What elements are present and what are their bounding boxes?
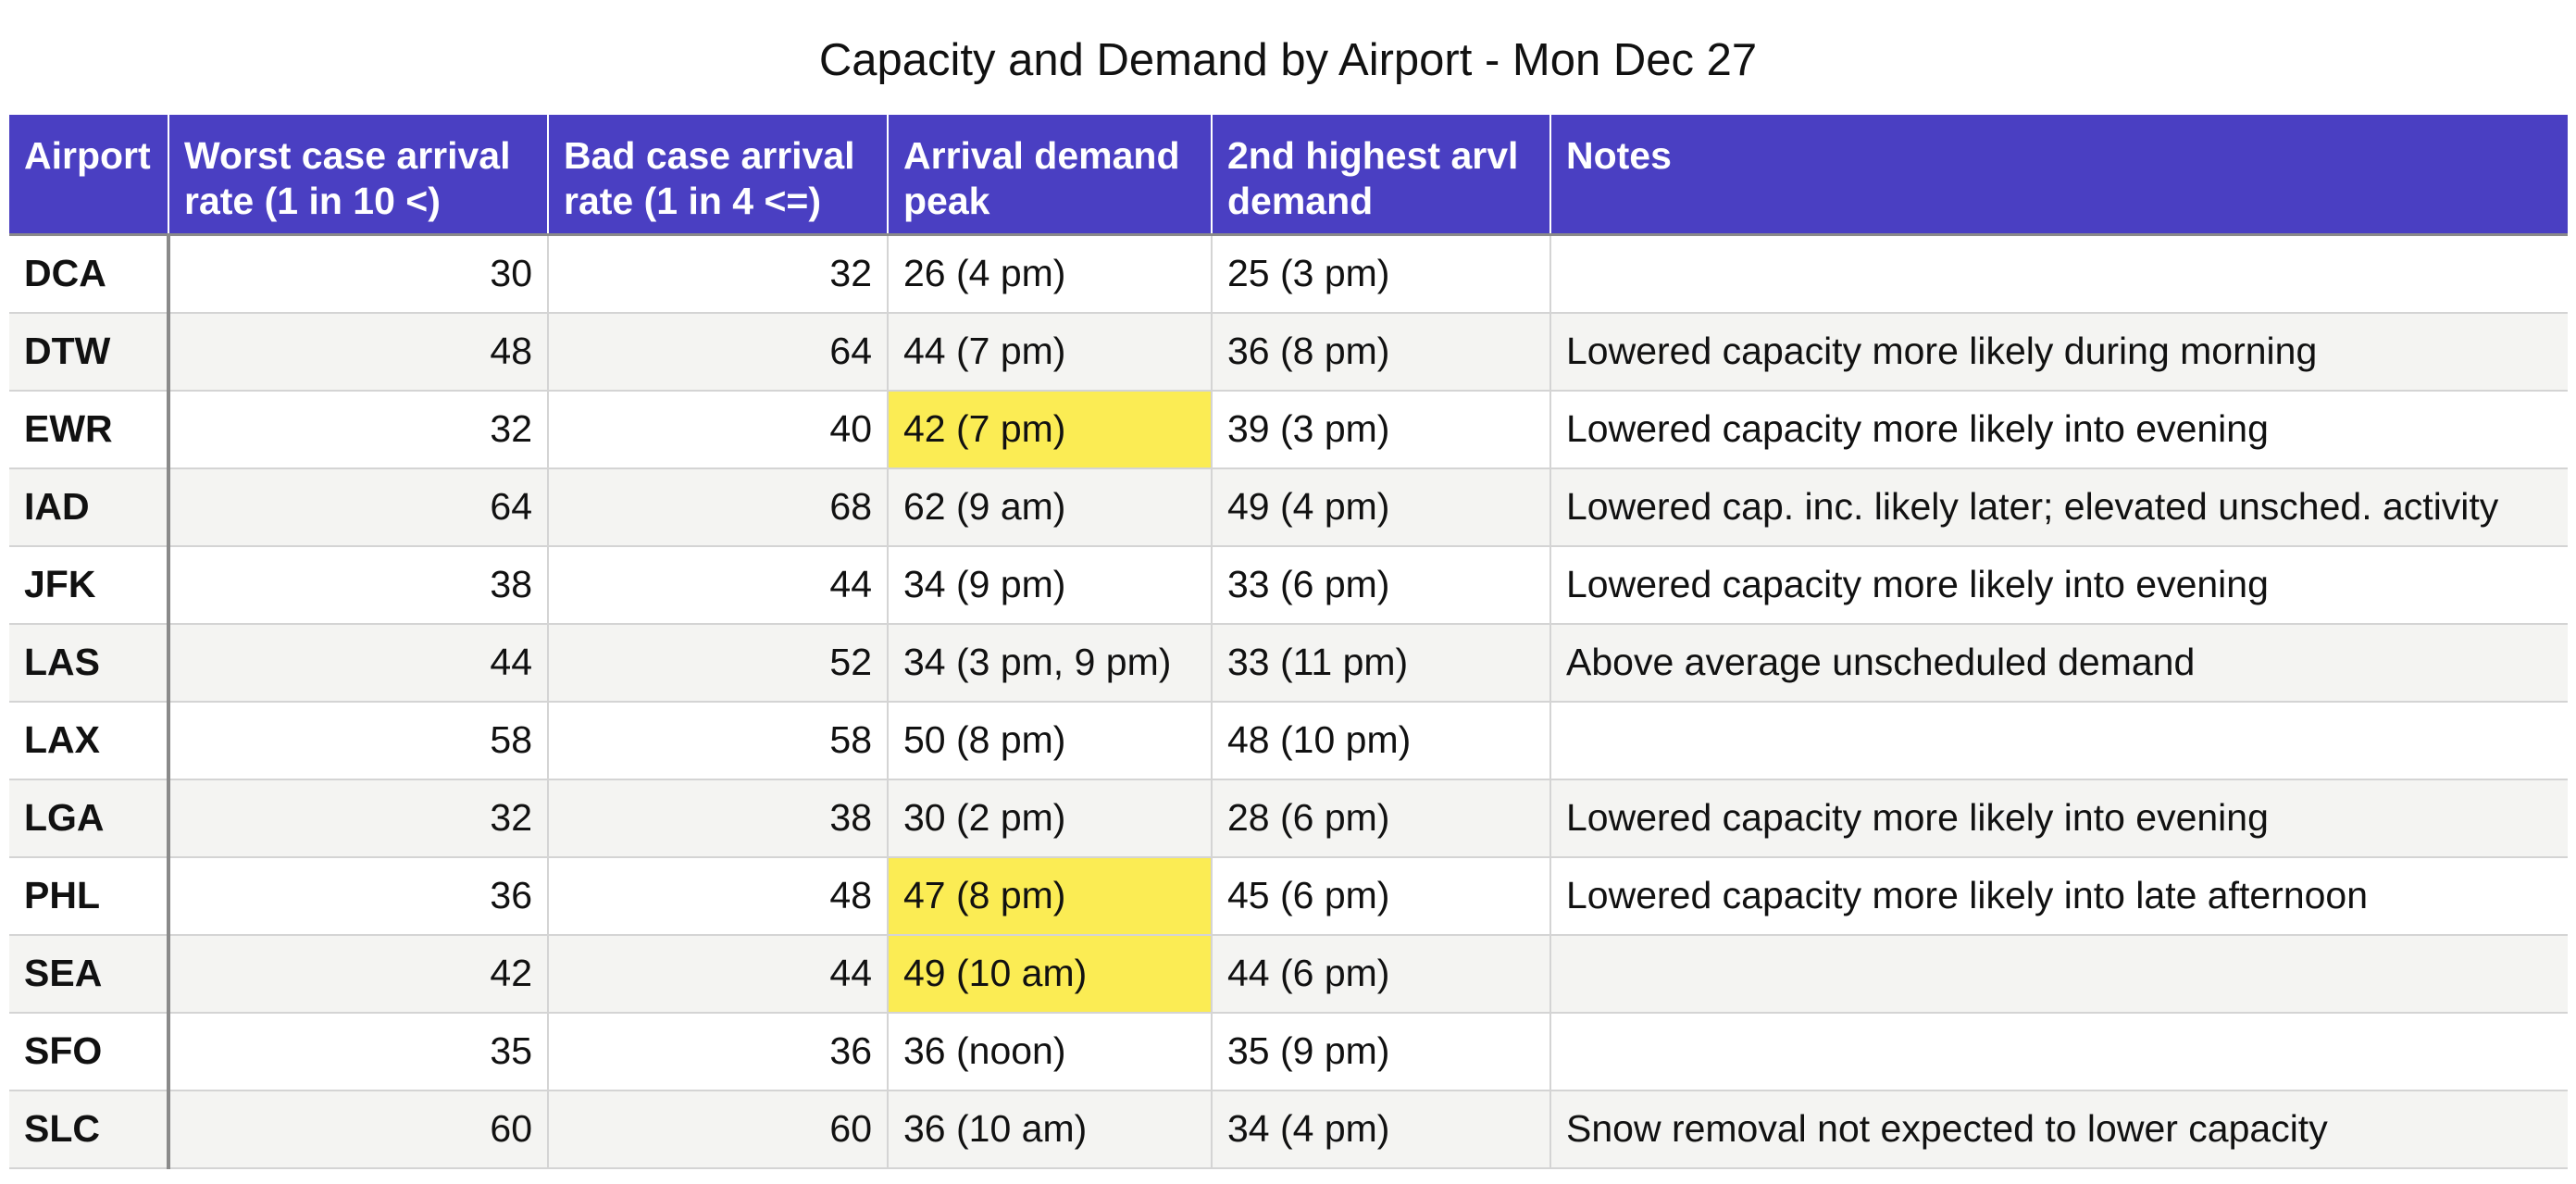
header-bad-case-rate: Bad case arrival rate (1 in 4 <=) (548, 115, 889, 236)
notes-cell: Lowered capacity more likely during morn… (1550, 312, 2568, 392)
notes-cell: Lowered capacity more likely into late a… (1550, 856, 2568, 936)
airport-cell: IAD (9, 467, 170, 547)
worst-case-rate-cell: 44 (168, 623, 549, 703)
notes-cell (1550, 701, 2568, 780)
notes-cell (1550, 934, 2568, 1014)
bad-case-rate-cell: 52 (548, 623, 889, 703)
second-highest-demand-cell: 36 (8 pm) (1212, 312, 1551, 392)
table-row: JFK 38 44 34 (9 pm) 33 (6 pm) Lowered capacit… (9, 545, 2568, 625)
table-row: SFO 35 36 36 (noon) 35 (9 pm) (9, 1012, 2568, 1091)
second-highest-demand-cell: 45 (6 pm) (1212, 856, 1551, 936)
second-highest-demand-cell: 48 (10 pm) (1212, 701, 1551, 780)
arrival-demand-peak-cell: 30 (2 pm) (888, 779, 1213, 858)
notes-cell: Lowered capacity more likely into evenin… (1550, 545, 2568, 625)
notes-cell (1550, 1012, 2568, 1091)
second-highest-demand-cell: 25 (3 pm) (1212, 234, 1551, 314)
arrival-demand-peak-cell: 26 (4 pm) (888, 234, 1213, 314)
airport-cell: SLC (9, 1090, 170, 1169)
airport-cell: PHL (9, 856, 170, 936)
airport-cell: LGA (9, 779, 170, 858)
worst-case-rate-cell: 38 (168, 545, 549, 625)
table-row: LGA 32 38 30 (2 pm) 28 (6 pm) Lowered capacit… (9, 779, 2568, 858)
worst-case-rate-cell: 42 (168, 934, 549, 1014)
arrival-demand-peak-cell: 49 (10 am) (888, 934, 1213, 1014)
second-highest-demand-cell: 28 (6 pm) (1212, 779, 1551, 858)
header-worst-case-rate: Worst case arrival rate (1 in 10 <) (168, 115, 549, 236)
table-row: LAX 58 58 50 (8 pm) 48 (10 pm) (9, 701, 2568, 780)
table-row: DCA 30 32 26 (4 pm) 25 (3 pm) (9, 234, 2568, 314)
arrival-demand-peak-cell: 36 (10 am) (888, 1090, 1213, 1169)
second-highest-demand-cell: 49 (4 pm) (1212, 467, 1551, 547)
arrival-demand-peak-cell: 44 (7 pm) (888, 312, 1213, 392)
notes-cell: Lowered cap. inc. likely later; elevated… (1550, 467, 2568, 547)
second-highest-demand-cell: 34 (4 pm) (1212, 1090, 1551, 1169)
table-row: LAS 44 52 34 (3 pm, 9 pm) 33 (11 pm) Above av… (9, 623, 2568, 703)
header-arrival-demand-peak: Arrival demand peak (888, 115, 1213, 236)
airport-cell: SEA (9, 934, 170, 1014)
arrival-demand-peak-cell: 42 (7 pm) (888, 390, 1213, 469)
notes-cell: Above average unscheduled demand (1550, 623, 2568, 703)
bad-case-rate-cell: 48 (548, 856, 889, 936)
worst-case-rate-cell: 58 (168, 701, 549, 780)
worst-case-rate-cell: 35 (168, 1012, 549, 1091)
worst-case-rate-cell: 60 (168, 1090, 549, 1169)
worst-case-rate-cell: 64 (168, 467, 549, 547)
second-highest-demand-cell: 44 (6 pm) (1212, 934, 1551, 1014)
arrival-demand-peak-cell: 47 (8 pm) (888, 856, 1213, 936)
table-title: Capacity and Demand by Airport - Mon Dec… (818, 35, 1758, 85)
worst-case-rate-cell: 48 (168, 312, 549, 392)
table-row: SLC 60 60 36 (10 am) 34 (4 pm) Snow removal n… (9, 1090, 2568, 1169)
table-body: DCA 30 32 26 (4 pm) 25 (3 pm) DTW 48 64 44 (7 pm… (9, 234, 2568, 1169)
table-row: SEA 42 44 49 (10 am) 44 (6 pm) (9, 934, 2568, 1014)
header-row: Airport Worst case arrival rate (1 in 10… (9, 115, 2568, 236)
bad-case-rate-cell: 68 (548, 467, 889, 547)
arrival-demand-peak-cell: 50 (8 pm) (888, 701, 1213, 780)
airport-cell: DCA (9, 234, 170, 314)
notes-cell: Lowered capacity more likely into evenin… (1550, 390, 2568, 469)
bad-case-rate-cell: 44 (548, 545, 889, 625)
bad-case-rate-cell: 64 (548, 312, 889, 392)
bad-case-rate-cell: 44 (548, 934, 889, 1014)
bad-case-rate-cell: 38 (548, 779, 889, 858)
table-row: IAD 64 68 62 (9 am) 49 (4 pm) Lowered cap. in… (9, 467, 2568, 547)
arrival-demand-peak-cell: 34 (9 pm) (888, 545, 1213, 625)
worst-case-rate-cell: 36 (168, 856, 549, 936)
second-highest-demand-cell: 39 (3 pm) (1212, 390, 1551, 469)
header-notes: Notes (1550, 115, 2568, 236)
worst-case-rate-cell: 32 (168, 779, 549, 858)
worst-case-rate-cell: 32 (168, 390, 549, 469)
bad-case-rate-cell: 32 (548, 234, 889, 314)
table-row: EWR 32 40 42 (7 pm) 39 (3 pm) Lowered capacit… (9, 390, 2568, 469)
notes-cell: Snow removal not expected to lower capac… (1550, 1090, 2568, 1169)
second-highest-demand-cell: 33 (6 pm) (1212, 545, 1551, 625)
bad-case-rate-cell: 58 (548, 701, 889, 780)
header-second-highest-demand: 2nd highest arvl demand (1212, 115, 1551, 236)
airport-cell: DTW (9, 312, 170, 392)
airport-cell: LAX (9, 701, 170, 780)
worst-case-rate-cell: 30 (168, 234, 549, 314)
bad-case-rate-cell: 40 (548, 390, 889, 469)
bad-case-rate-cell: 36 (548, 1012, 889, 1091)
airport-cell: EWR (9, 390, 170, 469)
capacity-demand-table: Airport Worst case arrival rate (1 in 10… (9, 115, 2568, 1169)
arrival-demand-peak-cell: 36 (noon) (888, 1012, 1213, 1091)
bad-case-rate-cell: 60 (548, 1090, 889, 1169)
arrival-demand-peak-cell: 62 (9 am) (888, 467, 1213, 547)
table-row: PHL 36 48 47 (8 pm) 45 (6 pm) Lowered capacit… (9, 856, 2568, 936)
arrival-demand-peak-cell: 34 (3 pm, 9 pm) (888, 623, 1213, 703)
airport-cell: SFO (9, 1012, 170, 1091)
header-airport: Airport (9, 115, 169, 236)
notes-cell (1550, 234, 2568, 314)
notes-cell: Lowered capacity more likely into evenin… (1550, 779, 2568, 858)
airport-cell: LAS (9, 623, 170, 703)
airport-cell: JFK (9, 545, 170, 625)
table-row: DTW 48 64 44 (7 pm) 36 (8 pm) Lowered capacit… (9, 312, 2568, 392)
second-highest-demand-cell: 35 (9 pm) (1212, 1012, 1551, 1091)
second-highest-demand-cell: 33 (11 pm) (1212, 623, 1551, 703)
